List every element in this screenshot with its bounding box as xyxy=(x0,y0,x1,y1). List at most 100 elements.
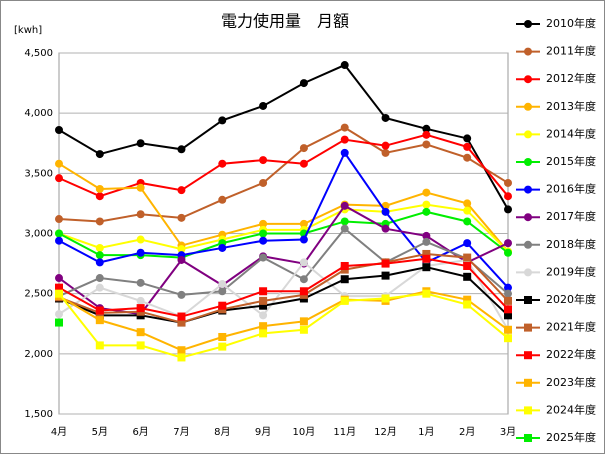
data-point xyxy=(299,79,308,88)
legend-label: 2023年度 xyxy=(546,375,596,389)
series-line xyxy=(58,266,509,324)
series-line xyxy=(58,290,509,352)
data-point xyxy=(340,201,349,210)
data-point xyxy=(218,159,227,168)
data-point xyxy=(136,248,145,257)
data-point xyxy=(504,239,512,248)
data-point xyxy=(299,235,308,244)
legend-marker xyxy=(524,75,532,84)
data-point xyxy=(259,156,268,165)
legend-label: 2022年度 xyxy=(546,347,596,361)
y-tick-label: 1,500 xyxy=(24,409,53,420)
data-point xyxy=(136,341,145,350)
data-point xyxy=(463,253,472,262)
y-tick-label: 4,500 xyxy=(24,48,53,59)
legend-marker xyxy=(524,378,532,387)
y-tick-label: 2,000 xyxy=(24,349,53,360)
x-tick-label: 8月 xyxy=(214,426,230,438)
data-point xyxy=(422,130,431,139)
legend-label: 2011年度 xyxy=(546,44,596,58)
data-point xyxy=(95,258,104,267)
data-point xyxy=(177,312,186,321)
data-point xyxy=(177,255,186,264)
x-tick-label: 12月 xyxy=(374,426,397,438)
data-point xyxy=(504,325,512,334)
x-tick-label: 3月 xyxy=(500,426,516,438)
data-point xyxy=(259,301,268,310)
legend-label: 2010年度 xyxy=(546,16,596,30)
data-point xyxy=(95,316,104,325)
series-line xyxy=(58,292,509,359)
data-point xyxy=(422,188,431,197)
data-point xyxy=(95,274,104,283)
legend-marker xyxy=(524,351,532,360)
data-point xyxy=(463,134,472,143)
data-point xyxy=(55,126,63,135)
data-point xyxy=(259,287,268,296)
series-line xyxy=(58,257,509,318)
data-point xyxy=(504,296,512,305)
data-point xyxy=(177,290,186,299)
data-point xyxy=(504,289,512,298)
data-point xyxy=(422,231,431,240)
data-point xyxy=(340,148,349,157)
data-point xyxy=(504,311,512,320)
series-line xyxy=(58,227,509,297)
data-point xyxy=(177,346,186,355)
series-line xyxy=(58,252,509,324)
x-tick-label: 4月 xyxy=(51,426,67,438)
data-point xyxy=(218,342,227,351)
data-point xyxy=(340,296,349,305)
data-point xyxy=(95,283,104,292)
data-point xyxy=(422,263,431,272)
data-point xyxy=(422,254,431,263)
data-point xyxy=(136,278,145,287)
data-point xyxy=(422,140,431,149)
legend-marker xyxy=(524,296,532,304)
data-point xyxy=(136,235,145,244)
y-tick-label: 2,500 xyxy=(24,289,53,300)
data-point xyxy=(218,287,227,296)
data-point xyxy=(299,287,308,296)
data-point xyxy=(55,318,63,327)
data-point xyxy=(136,183,145,192)
x-tick-label: 7月 xyxy=(173,426,189,438)
legend-marker xyxy=(524,102,532,111)
data-point xyxy=(299,325,308,334)
data-point xyxy=(55,289,63,298)
data-point xyxy=(381,113,390,122)
data-point xyxy=(381,148,390,157)
legend-marker xyxy=(524,213,532,222)
data-point xyxy=(177,213,186,222)
data-point xyxy=(136,304,145,313)
legend-label: 2014年度 xyxy=(546,126,596,140)
data-point xyxy=(218,332,227,341)
series-line xyxy=(58,203,509,253)
data-point xyxy=(340,261,349,270)
data-point xyxy=(299,317,308,326)
legend-marker xyxy=(524,130,532,139)
data-point xyxy=(463,142,472,151)
data-point xyxy=(218,195,227,204)
data-point xyxy=(259,329,268,338)
data-point xyxy=(55,310,63,319)
data-point xyxy=(463,261,472,270)
legend-label: 2015年度 xyxy=(546,154,596,168)
data-point xyxy=(504,283,512,292)
data-point xyxy=(136,139,145,148)
data-point xyxy=(136,210,145,219)
legend-label: 2020年度 xyxy=(546,292,596,306)
data-point xyxy=(504,192,512,201)
data-point xyxy=(259,178,268,187)
data-point xyxy=(95,184,104,193)
legend-marker xyxy=(524,434,532,442)
series-line xyxy=(58,258,509,331)
data-point xyxy=(422,207,431,216)
data-point xyxy=(340,217,349,226)
data-point xyxy=(218,243,227,252)
y-tick-label: 3,500 xyxy=(24,168,53,179)
data-point xyxy=(381,259,390,268)
series-line xyxy=(58,133,509,198)
x-tick-label: 9月 xyxy=(255,426,271,438)
